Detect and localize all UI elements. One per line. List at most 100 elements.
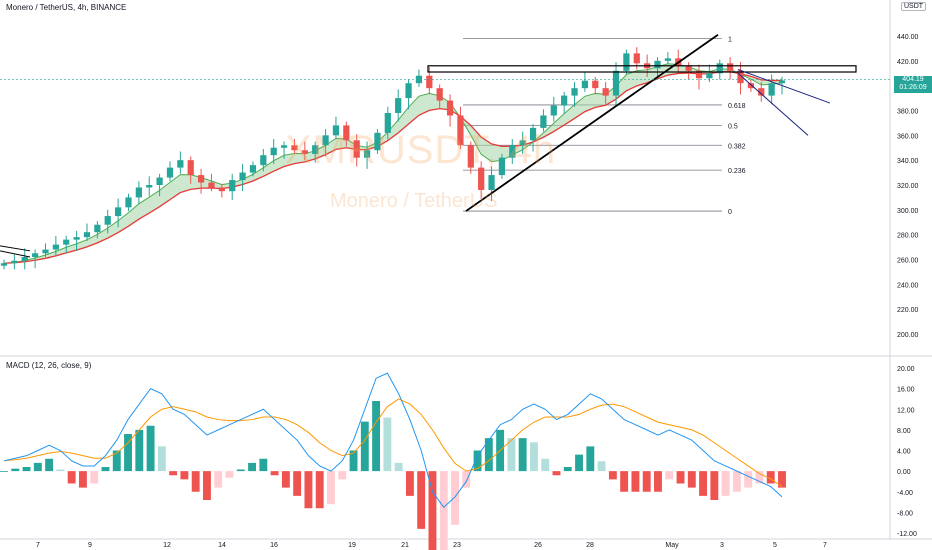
candle-body	[239, 172, 246, 181]
candle-body	[457, 115, 464, 146]
price-axis-tick: 360.00	[897, 133, 919, 140]
candle-body	[280, 145, 288, 148]
macd-histogram-bar	[203, 471, 211, 500]
macd-histogram-bar	[259, 458, 268, 472]
candle-body	[32, 253, 39, 258]
candle-body	[73, 237, 80, 240]
fib-level-label: 0.236	[728, 168, 746, 175]
macd-histogram-bar	[270, 471, 279, 476]
macd-histogram-bar	[642, 471, 651, 492]
candle-body	[415, 75, 423, 84]
macd-histogram-bar	[372, 401, 381, 472]
candle-body	[260, 155, 267, 166]
macd-histogram-bar	[428, 471, 437, 550]
candle-body	[571, 88, 578, 96]
candle-body	[592, 80, 599, 89]
macd-histogram-bar	[78, 471, 87, 488]
symbol-title: Monero / TetherUS, 4h, BINANCE	[6, 3, 127, 12]
price-axis-tick: 320.00	[897, 183, 919, 190]
currency-selector[interactable]: USDT	[901, 2, 927, 11]
candle-body	[498, 157, 506, 176]
macd-histogram-bar	[90, 471, 99, 484]
candle-body	[208, 182, 215, 188]
candle-body	[187, 160, 194, 176]
macd-axis-tick: -4.00	[897, 490, 913, 497]
candle-body	[519, 140, 526, 146]
macd-histogram-bar	[732, 471, 741, 492]
fib-level-label: 1	[728, 36, 732, 43]
candle-body	[405, 83, 412, 99]
last-price-tag: 404.19 01:26:09	[894, 76, 932, 93]
candle-body	[332, 125, 340, 136]
fib-level-label: 0	[728, 209, 732, 216]
macd-histogram-bar	[146, 425, 155, 472]
macd-axis-tick: 16.00	[897, 387, 915, 394]
macd-histogram-bar	[112, 450, 121, 472]
macd-histogram-bar	[67, 471, 76, 484]
price-axis-tick: 240.00	[897, 282, 919, 289]
ema-fast-line	[3, 63, 783, 264]
macd-axis-tick: 8.00	[897, 428, 911, 435]
candle-body	[21, 257, 28, 261]
candle-body	[270, 147, 277, 156]
watermark-symbol: XMRUSDT, 4h	[285, 128, 557, 172]
channel-lower-line	[737, 72, 809, 136]
macd-histogram-bar	[755, 471, 764, 484]
fib-level-label: 0.382	[728, 143, 746, 150]
macd-histogram-bar	[473, 450, 482, 472]
candle-body	[768, 83, 775, 96]
macd-histogram-bar	[721, 471, 730, 496]
candle-body	[374, 132, 381, 151]
time-axis-tick: 19	[348, 542, 356, 549]
macd-histogram-bar	[394, 462, 403, 472]
macd-histogram-bar	[236, 469, 245, 472]
macd-histogram-bar	[620, 471, 629, 492]
macd-axis-tick: -12.00	[897, 531, 917, 538]
macd-histogram-bar	[304, 471, 313, 509]
candle-body	[301, 150, 308, 154]
macd-histogram-bar	[631, 471, 640, 492]
price-axis-tick: 200.00	[897, 332, 919, 339]
time-axis-tick: 7	[823, 542, 827, 549]
price-axis-tick: 380.00	[897, 109, 919, 116]
candle-body	[197, 175, 205, 183]
time-axis-tick: 28	[586, 542, 594, 549]
candle-body	[166, 167, 174, 178]
price-pane	[0, 0, 890, 355]
candle-body	[291, 145, 298, 151]
macd-histogram-bar	[507, 438, 516, 472]
macd-histogram-bar	[360, 421, 369, 472]
candle-body	[612, 70, 620, 96]
left-trendline	[0, 245, 31, 252]
price-axis-tick: 280.00	[897, 233, 919, 240]
price-axis-tick: 420.00	[897, 59, 919, 66]
ema-ribbon	[4, 63, 782, 264]
time-axis-tick: 16	[270, 542, 278, 549]
macd-histogram-bar	[124, 434, 132, 472]
candle-body	[602, 88, 609, 96]
candle-body	[685, 65, 692, 71]
candle-body	[104, 216, 111, 225]
macd-axis-tick: 0.00	[897, 469, 911, 476]
bar-countdown: 01:26:09	[899, 84, 927, 91]
macd-histogram-bar	[191, 471, 200, 492]
candle-body	[63, 239, 70, 245]
candle-body	[426, 75, 433, 89]
macd-histogram-bar	[22, 467, 31, 472]
candle-body	[654, 60, 661, 69]
macd-axis-tick: -8.00	[897, 510, 913, 517]
macd-histogram-bar	[225, 471, 234, 478]
candle-body	[633, 53, 640, 64]
resistance-zone-box	[427, 65, 857, 73]
macd-histogram-bar	[665, 471, 674, 480]
candle-body	[747, 83, 754, 89]
time-axis-tick: 23	[453, 542, 461, 549]
macd-histogram-bar	[281, 471, 290, 488]
macd-histogram-bar	[710, 471, 719, 500]
candle-body	[177, 160, 184, 168]
candle-body	[125, 197, 132, 208]
macd-histogram-bar	[169, 471, 178, 476]
time-axis-tick: 9	[88, 542, 92, 549]
candle-body	[623, 53, 630, 71]
